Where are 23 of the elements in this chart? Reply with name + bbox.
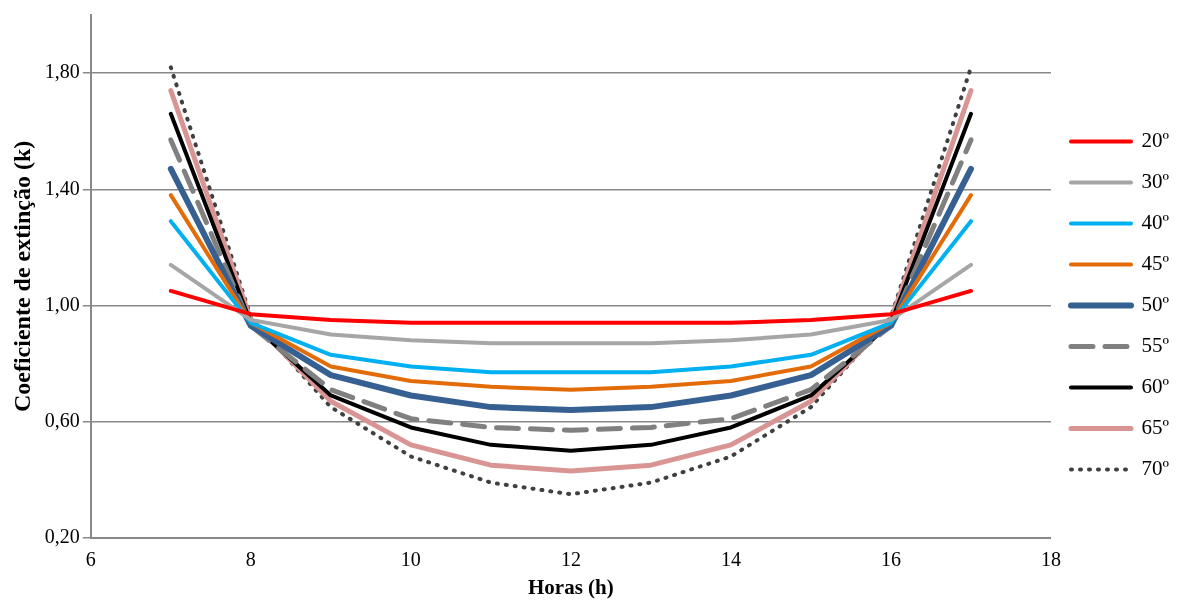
legend-label: 60º [1141, 374, 1170, 399]
y-tick-label: 1,00 [44, 292, 80, 315]
legend-label: 20º [1141, 128, 1170, 153]
legend-label: 30º [1141, 169, 1170, 194]
x-axis-title: Horas (h) [528, 574, 614, 599]
y-tick-label: 1,40 [44, 176, 80, 199]
legend-label: 40º [1141, 210, 1170, 235]
y-tick-label: 1,80 [44, 60, 80, 83]
legend-label: 50º [1141, 292, 1170, 317]
y-tick-label: 0,60 [44, 408, 80, 431]
x-tick-label: 14 [720, 548, 741, 571]
legend-label: 55º [1141, 333, 1170, 358]
legend-label: 65º [1141, 415, 1170, 440]
x-tick-label: 18 [1040, 548, 1061, 571]
legend-label: 45º [1141, 251, 1170, 276]
x-tick-label: 12 [560, 548, 581, 571]
y-axis-title: Coeficiente de extinção (k) [8, 140, 35, 413]
x-tick-label: 16 [880, 548, 901, 571]
y-tick-label: 0,20 [44, 525, 80, 548]
x-tick-label: 8 [245, 548, 256, 571]
x-tick-label: 10 [400, 548, 421, 571]
x-tick-label: 6 [85, 548, 96, 571]
legend-label: 70º [1141, 456, 1170, 481]
